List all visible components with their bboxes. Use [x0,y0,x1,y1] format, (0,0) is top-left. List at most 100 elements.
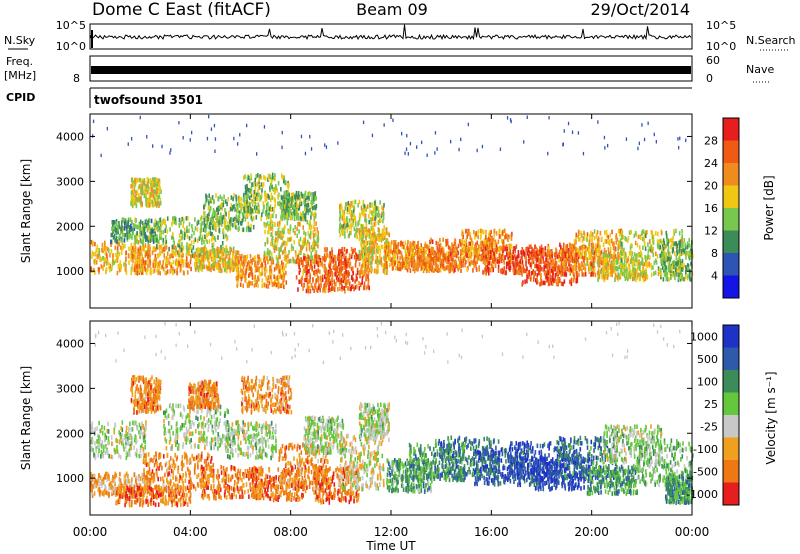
data-cell [283,200,285,205]
nsky-trace [90,24,692,48]
data-cell [359,282,362,288]
data-cell [371,252,373,257]
data-cell [284,200,287,205]
data-cell [223,194,225,200]
data-cell [149,263,151,268]
data-cell [142,180,144,186]
data-cell [358,236,361,242]
data-cell [153,222,155,228]
data-cell [296,194,299,200]
data-cell [359,269,362,275]
data-cell [413,254,415,259]
data-cell [164,219,167,225]
data-cell [485,264,487,270]
data-cell [275,246,278,251]
data-cell [196,227,199,232]
data-cell [211,263,213,269]
data-cell [165,260,168,265]
data-cell [152,177,154,182]
data-cell [225,233,227,239]
data-cell [266,213,269,218]
data-cell [153,192,155,198]
data-cell [260,175,263,180]
data-cell [385,250,388,255]
data-cell [464,241,467,246]
data-cell [313,272,316,277]
data-cell [289,226,292,231]
data-cell [505,261,508,266]
data-cell [270,207,273,212]
data-cell [136,231,138,236]
data-cell [518,261,520,267]
data-cell [134,217,136,222]
data-cell [430,253,432,258]
data-cell [217,197,220,202]
data-cell [136,267,139,272]
data-cell [531,271,533,276]
data-cell [127,217,130,222]
data-cell [314,205,317,211]
data-cell [182,259,185,264]
data-cell [136,263,139,269]
data-cell [182,270,185,275]
beam-title: Beam 09 [356,0,428,19]
data-cell [229,206,232,212]
data-cell [486,264,489,270]
data-cell [167,256,169,262]
data-cell [143,261,146,266]
data-cell [277,233,280,238]
data-cell [449,246,451,251]
data-cell [533,250,535,256]
data-cell [362,211,365,217]
data-cell [352,270,354,276]
data-cell [266,256,268,261]
data-cell [138,233,141,238]
data-cell [252,216,255,221]
data-cell [459,255,462,261]
data-cell [562,281,564,287]
nsky-tick-top: 10^5 [56,19,86,32]
data-cell [148,218,151,223]
data-cell [258,209,260,215]
data-cell [521,282,523,287]
data-cell [355,232,358,238]
data-cell [271,175,274,180]
data-cell [509,256,511,261]
data-cell [340,262,342,267]
data-cell [364,213,367,218]
data-cell [473,263,475,268]
data-cell [277,181,280,186]
data-cell [120,264,122,270]
data-cell [113,260,115,265]
data-cell [442,263,445,269]
data-cell [236,208,238,214]
data-cell [350,230,352,235]
data-cell [257,189,259,195]
data-cell [259,271,261,277]
data-cell [213,262,215,268]
data-cell [513,270,516,276]
data-cell [242,283,244,289]
data-cell [381,244,384,250]
data-cell [348,264,351,269]
data-cell [182,252,184,258]
data-cell [277,201,279,206]
data-cell [307,289,310,294]
data-cell [299,244,302,250]
data-cell [290,211,293,217]
data-cell [417,256,419,261]
data-cell [247,201,250,206]
data-cell [352,268,354,274]
data-cell [308,196,310,201]
data-cell [345,259,348,265]
data-cell [512,246,515,251]
data-cell [322,288,324,293]
data-cell [563,279,566,284]
data-cell [307,285,310,291]
data-cell [251,260,253,265]
data-cell [233,249,235,254]
data-cell [498,234,501,239]
data-cell [358,280,360,286]
data-cell [178,233,181,238]
data-cell [264,242,266,247]
